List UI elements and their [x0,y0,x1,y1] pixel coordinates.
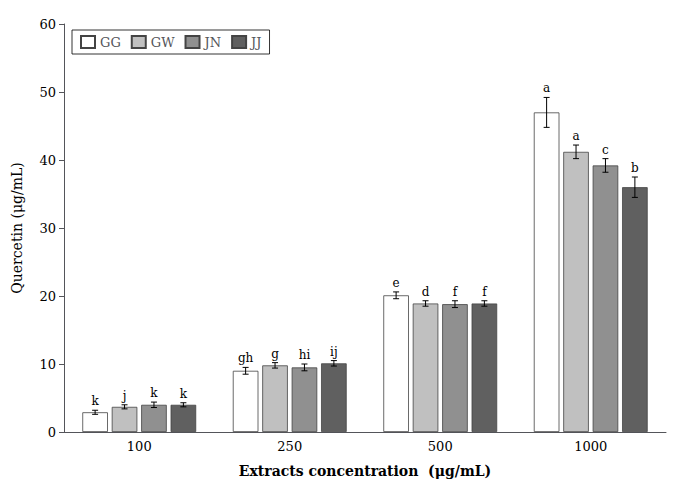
svg-text:0: 0 [48,425,56,440]
svg-text:e: e [393,276,400,290]
svg-text:ij: ij [330,345,338,359]
svg-text:1000: 1000 [574,439,607,454]
svg-text:Extracts concentration (μg/mL: Extracts concentration (μg/mL) [239,463,491,479]
svg-text:GW: GW [151,35,175,50]
svg-text:JN: JN [203,35,222,50]
svg-text:60: 60 [39,17,56,32]
svg-text:a: a [572,129,579,143]
svg-text:GG: GG [100,35,121,50]
svg-text:Quercetin (μg/mL): Quercetin (μg/mL) [9,162,25,293]
svg-text:g: g [271,347,279,361]
svg-text:gh: gh [238,351,254,365]
svg-text:k: k [150,386,158,400]
svg-text:d: d [422,285,430,299]
svg-text:100: 100 [127,439,152,454]
svg-text:b: b [631,161,639,175]
svg-text:10: 10 [39,357,56,372]
svg-text:k: k [180,387,188,401]
svg-text:f: f [453,285,459,299]
svg-text:40: 40 [39,153,56,168]
svg-text:JJ: JJ [249,35,261,50]
svg-text:250: 250 [277,439,302,454]
svg-text:j: j [121,389,127,403]
svg-text:500: 500 [428,439,453,454]
svg-text:30: 30 [39,221,56,236]
svg-text:k: k [91,394,99,408]
svg-text:a: a [543,81,550,95]
svg-text:hi: hi [299,348,311,362]
svg-text:20: 20 [39,289,56,304]
svg-text:c: c [602,143,609,157]
svg-text:50: 50 [39,85,56,100]
svg-text:f: f [482,285,488,299]
